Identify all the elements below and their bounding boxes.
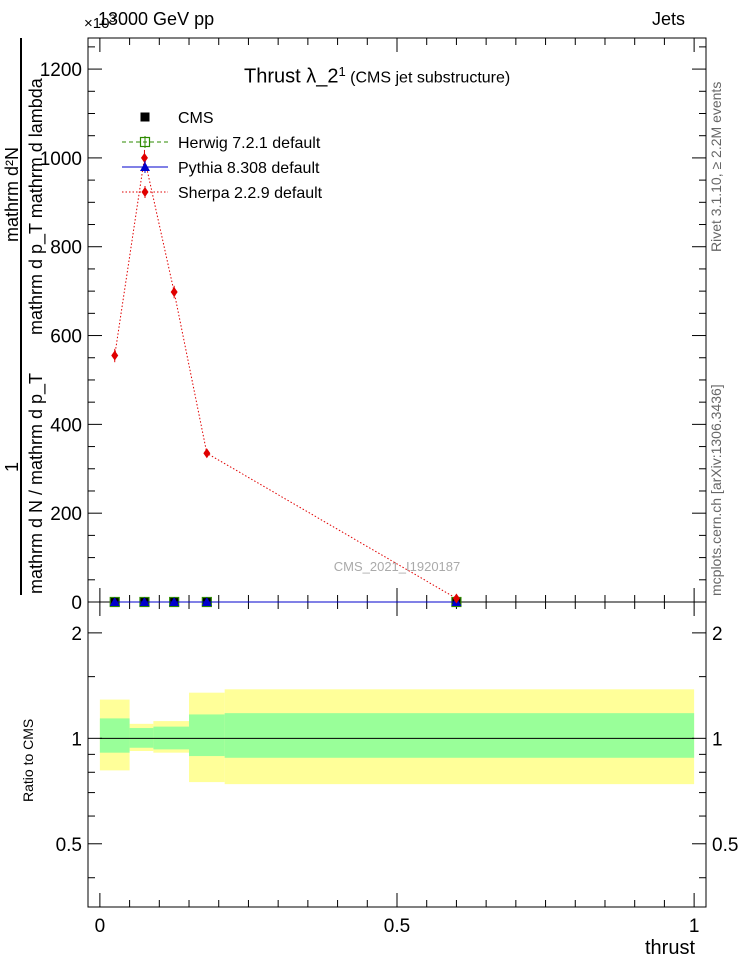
legend-label: CMS <box>178 110 214 127</box>
ratio-y-tick-label-2: 2 <box>71 624 82 645</box>
ratio-band-inner-4 <box>224 713 695 758</box>
main-axes: 0 200 400 600 800 1000 1200 CMS_2021_I1920187 <box>40 37 707 614</box>
legend-item-3: Sherpa 2.2.9 default <box>122 185 323 202</box>
x-axis-label: thrust <box>645 937 696 959</box>
x-tick-label-1: 0.5 <box>384 916 410 937</box>
legend-label: Sherpa 2.2.9 default <box>178 185 323 202</box>
ratio-y-tick-label-right-0: 0.5 <box>712 835 738 856</box>
ratio-axes: 0 0.5 1 0.5 0.5 1 1 2 2 <box>56 601 738 937</box>
ylabel-fraction-bar <box>20 38 22 595</box>
data-point <box>139 597 150 606</box>
watermark: CMS_2021_I1920187 <box>334 559 461 574</box>
legend-marker <box>139 136 151 148</box>
y-tick-label-2: 400 <box>50 415 82 436</box>
data-point <box>201 597 212 606</box>
legend-item-1: Herwig 7.2.1 default <box>122 135 321 152</box>
exponent-label: ×103 <box>84 13 116 32</box>
ratio-band-inner-3 <box>189 714 225 757</box>
legend-marker <box>140 162 150 171</box>
legend-marker <box>141 187 149 197</box>
ratio-y-tick-label-1: 1 <box>71 729 82 750</box>
ratio-y-tick-label-right-1: 1 <box>712 729 723 750</box>
legend: CMS Herwig 7.2.1 default Pythia 8.308 defa… <box>122 110 323 202</box>
y-tick-label-4: 800 <box>50 238 82 259</box>
data-point <box>169 597 180 606</box>
legend-item-0: CMS <box>140 110 214 127</box>
y-tick-label-6: 1200 <box>40 60 82 81</box>
data-point <box>140 152 148 163</box>
data-point <box>170 287 178 298</box>
x-tick-label-2: 1 <box>689 916 700 937</box>
jets-label: Jets <box>652 9 686 29</box>
y-tick-label-5: 1000 <box>40 149 82 170</box>
legend-label: Herwig 7.2.1 default <box>178 135 321 152</box>
series-3 <box>111 149 460 604</box>
y-tick-label-1: 200 <box>50 504 82 525</box>
data-point <box>109 597 120 606</box>
series-line-3 <box>114 157 457 599</box>
ratio-y-tick-label-right-2: 2 <box>712 624 723 645</box>
y-tick-label-3: 600 <box>50 327 82 348</box>
legend-marker <box>140 112 150 122</box>
data-point <box>111 350 119 361</box>
series-2 <box>109 597 462 606</box>
ratio-band-inner-0 <box>99 718 130 753</box>
energy-label: 13000 GeV pp <box>98 9 215 29</box>
plot-title: Thrust λ_21 (CMS jet substructure) <box>244 64 511 88</box>
ratio-y-tick-label-0: 0.5 <box>56 835 82 856</box>
x-tick-label-0: 0 <box>95 916 106 937</box>
y-tick-label-0: 0 <box>71 593 82 614</box>
legend-item-2: Pythia 8.308 default <box>122 160 320 177</box>
series-layer <box>109 149 462 608</box>
data-point <box>203 448 211 459</box>
data-point <box>452 593 460 604</box>
legend-label: Pythia 8.308 default <box>178 160 320 177</box>
